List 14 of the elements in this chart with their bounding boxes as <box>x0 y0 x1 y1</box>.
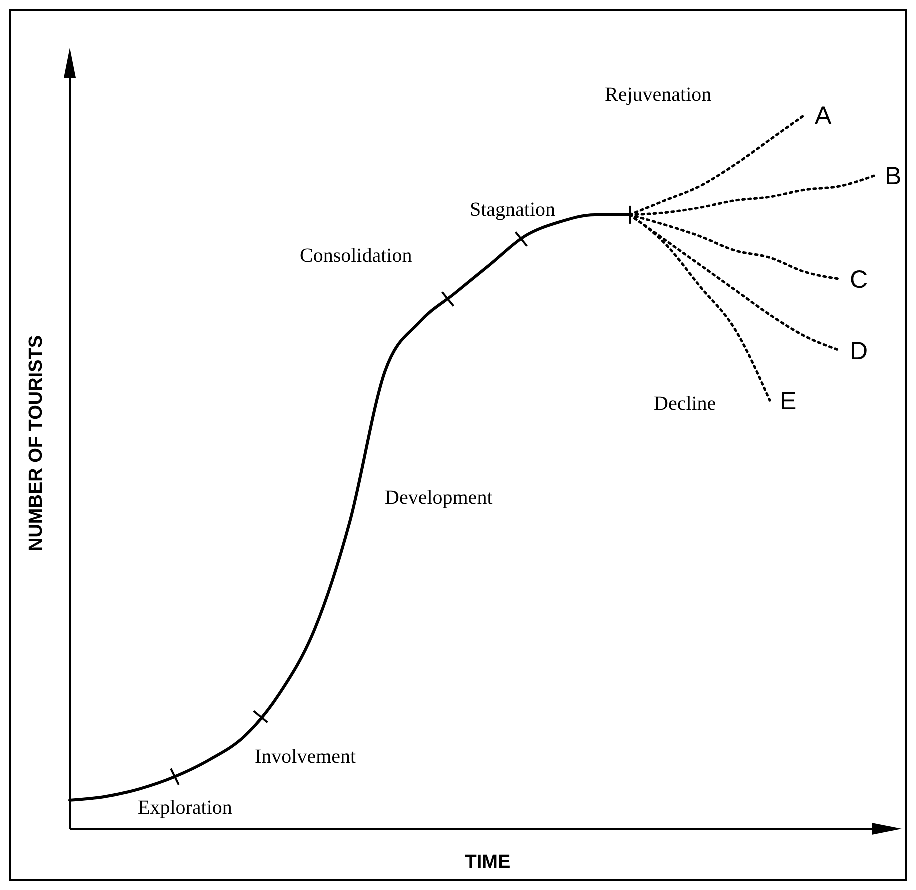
x-axis-title: TIME <box>465 852 511 873</box>
annotation: Stagnation <box>470 199 556 221</box>
annotation: Development <box>385 487 494 509</box>
series-label: C <box>850 266 868 294</box>
annotation: Involvement <box>255 746 357 768</box>
series-label: A <box>815 102 832 130</box>
series-label: B <box>885 162 902 191</box>
annotation: Consolidation <box>300 245 412 267</box>
text: Rejuvenation <box>605 84 712 106</box>
y-axis-title: NUMBER OF TOURISTS <box>26 335 47 552</box>
series-label: D <box>850 338 868 366</box>
series-label: E <box>780 388 797 416</box>
annotation: Decline <box>654 393 716 415</box>
annotation: Exploration <box>138 797 232 819</box>
